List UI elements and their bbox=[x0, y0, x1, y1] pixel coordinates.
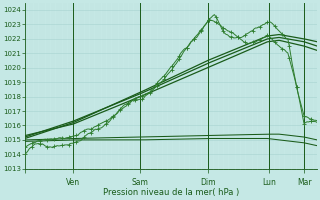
X-axis label: Pression niveau de la mer( hPa ): Pression niveau de la mer( hPa ) bbox=[103, 188, 239, 197]
